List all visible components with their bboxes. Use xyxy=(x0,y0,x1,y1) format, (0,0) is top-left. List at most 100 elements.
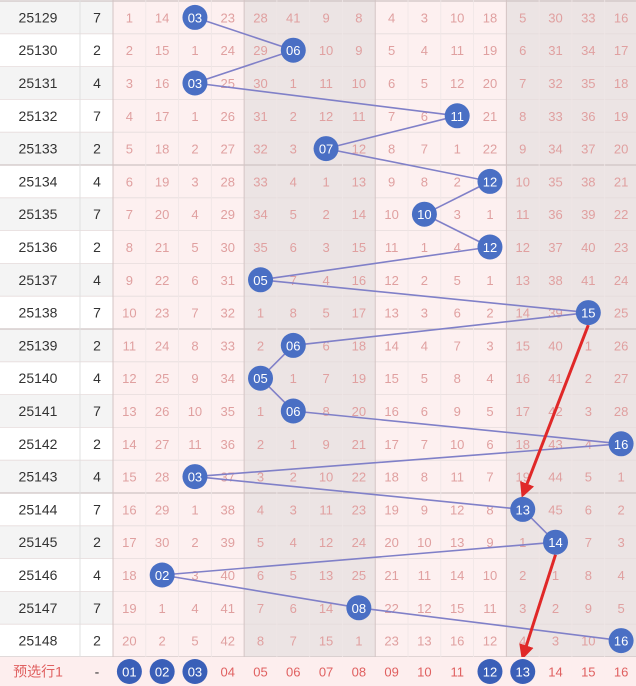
omission-value: 41 xyxy=(548,371,562,386)
omission-value: 5 xyxy=(486,404,493,419)
issue-number: 25129 xyxy=(19,9,58,25)
omission-value: 18 xyxy=(155,142,169,157)
omission-value: 35 xyxy=(253,240,267,255)
issue-tag: 7 xyxy=(93,403,101,419)
omission-value: 1 xyxy=(421,240,428,255)
hit-ball xyxy=(182,70,208,96)
omission-value: 11 xyxy=(188,437,202,452)
omission-value: 10 xyxy=(516,174,530,189)
issue-tag: 4 xyxy=(93,75,101,91)
omission-value: 7 xyxy=(290,273,297,288)
omission-value: 34 xyxy=(581,43,595,58)
omission-value: 15 xyxy=(516,338,530,353)
omission-value: 9 xyxy=(486,535,493,550)
issue-row-bg xyxy=(0,165,113,198)
omission-value: 29 xyxy=(155,502,169,517)
selected-ball[interactable] xyxy=(149,659,175,684)
issue-tag: 4 xyxy=(93,272,101,288)
selected-ball[interactable] xyxy=(116,659,142,684)
issue-row-bg xyxy=(0,99,113,133)
omission-value: 4 xyxy=(191,601,198,616)
omission-value: 29 xyxy=(220,207,234,222)
omission-value: 7 xyxy=(388,109,395,124)
issue-row-bg xyxy=(0,493,113,526)
hit-ball xyxy=(182,464,208,490)
omission-value: 5 xyxy=(421,76,428,91)
omission-value: 4 xyxy=(322,273,329,288)
omission-value: 33 xyxy=(220,338,234,353)
issue-tag: 4 xyxy=(93,370,101,386)
omission-value: 36 xyxy=(581,109,595,124)
omission-value: 16 xyxy=(450,634,464,649)
omission-value: 23 xyxy=(384,634,398,649)
omission-value: 6 xyxy=(454,306,461,321)
issue-row-bg xyxy=(0,132,113,165)
omission-value: 12 xyxy=(417,601,431,616)
omission-value: 24 xyxy=(352,535,366,550)
omission-value: 19 xyxy=(516,470,530,485)
footer-number: 15 xyxy=(581,665,595,680)
selected-ball[interactable] xyxy=(182,659,208,684)
omission-value: 27 xyxy=(220,142,234,157)
omission-value: 10 xyxy=(384,207,398,222)
omission-value: 17 xyxy=(155,109,169,124)
omission-value: 19 xyxy=(155,174,169,189)
footer-label: 预选行1 xyxy=(13,664,63,680)
omission-value: 8 xyxy=(191,338,198,353)
omission-value: 12 xyxy=(450,502,464,517)
omission-value: 1 xyxy=(126,10,133,25)
issue-number: 25147 xyxy=(19,600,58,616)
footer-number: 05 xyxy=(253,665,267,680)
omission-value: 33 xyxy=(253,174,267,189)
hit-ball-number: 14 xyxy=(548,535,562,550)
omission-value: 12 xyxy=(384,273,398,288)
omission-value: 26 xyxy=(614,338,628,353)
issue-number: 25148 xyxy=(19,633,58,649)
omission-value: 25 xyxy=(614,306,628,321)
issue-number: 25135 xyxy=(19,206,58,222)
selected-ball[interactable] xyxy=(510,659,536,684)
omission-value: 1 xyxy=(617,470,624,485)
omission-value: 17 xyxy=(122,535,136,550)
selected-ball[interactable] xyxy=(477,659,503,684)
hit-ball xyxy=(149,562,175,588)
omission-value: 18 xyxy=(516,437,530,452)
selected-ball-number: 12 xyxy=(483,665,497,680)
footer-number: 16 xyxy=(614,665,628,680)
omission-value: 7 xyxy=(322,371,329,386)
omission-value: 17 xyxy=(352,306,366,321)
issue-row-bg xyxy=(0,1,113,34)
hit-ball xyxy=(248,365,274,391)
issue-number: 25138 xyxy=(19,305,58,321)
omission-value: 2 xyxy=(126,43,133,58)
omission-value: 15 xyxy=(450,601,464,616)
issue-row-bg xyxy=(0,460,113,493)
omission-value: 39 xyxy=(581,207,595,222)
omission-value: 1 xyxy=(257,306,264,321)
omission-value: 7 xyxy=(191,306,198,321)
hit-ball-number: 05 xyxy=(253,371,267,386)
omission-value: 30 xyxy=(220,240,234,255)
issue-number: 25136 xyxy=(19,239,58,255)
omission-value: 31 xyxy=(253,109,267,124)
omission-value: 8 xyxy=(355,10,362,25)
issue-tag: 7 xyxy=(93,9,101,25)
omission-value: 16 xyxy=(384,404,398,419)
omission-value: 1 xyxy=(552,568,559,583)
hit-ball xyxy=(411,201,437,227)
issue-number: 25131 xyxy=(19,75,58,91)
selected-ball-number: 02 xyxy=(155,665,169,680)
omission-value: 24 xyxy=(220,43,234,58)
omission-value: 7 xyxy=(454,338,461,353)
hit-ball xyxy=(280,398,306,424)
hit-ball xyxy=(280,332,306,358)
omission-value: 12 xyxy=(352,142,366,157)
omission-value: 3 xyxy=(585,404,592,419)
omission-value: 5 xyxy=(191,240,198,255)
hit-ball-number: 03 xyxy=(188,76,202,91)
omission-value: 22 xyxy=(352,470,366,485)
hit-ball-number: 11 xyxy=(450,109,464,124)
omission-value: 2 xyxy=(322,207,329,222)
omission-value: 41 xyxy=(220,601,234,616)
omission-value: 11 xyxy=(450,470,464,485)
